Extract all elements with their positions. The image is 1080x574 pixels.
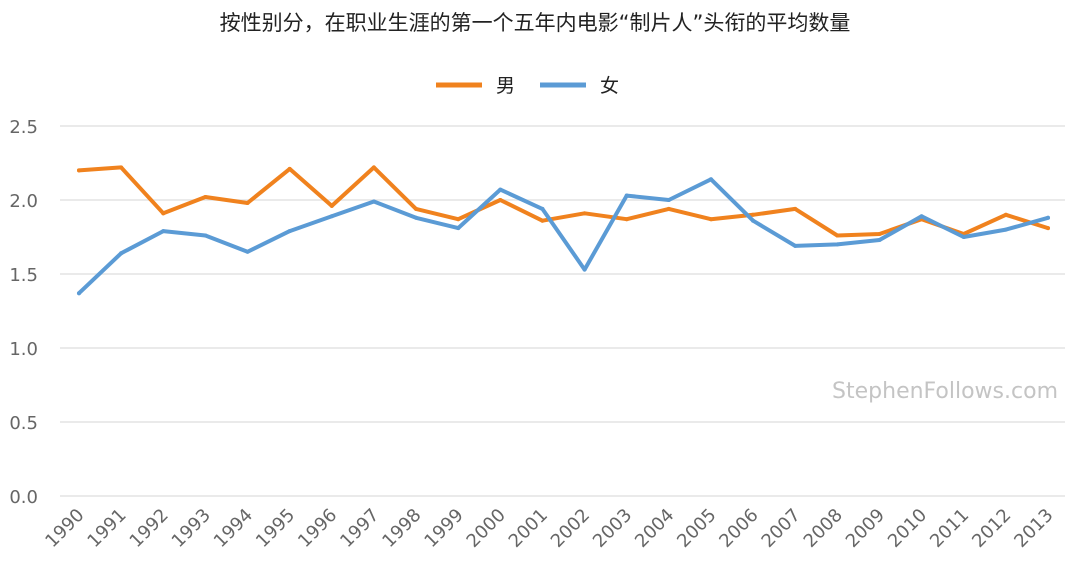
data-point-male (456, 217, 461, 222)
data-point-female (329, 214, 334, 219)
x-tick-label: 1997 (336, 505, 383, 552)
data-point-male (835, 233, 840, 238)
data-point-female (456, 226, 461, 231)
x-tick-label: 1995 (252, 505, 299, 552)
data-point-male (666, 206, 671, 211)
data-point-female (414, 215, 419, 220)
data-point-female (540, 206, 545, 211)
data-point-female (77, 291, 81, 296)
grid (60, 125, 1065, 497)
data-point-female (371, 199, 376, 204)
data-point-male (161, 211, 166, 216)
legend-label-female: 女 (600, 75, 619, 97)
x-tick-label: 2007 (758, 505, 805, 552)
data-point-female (793, 243, 798, 248)
x-tick-label: 2005 (673, 505, 720, 552)
y-tick-label: 2.0 (9, 191, 38, 212)
series-line-male (77, 165, 1050, 238)
x-tick-label: 2003 (589, 505, 636, 552)
chart-title: 按性别分，在职业生涯的第一个五年内电影“制片人”头衔的平均数量 (220, 11, 851, 35)
data-point-male (245, 200, 250, 205)
x-tick-label: 1999 (420, 505, 467, 552)
legend: 男女 (436, 75, 619, 97)
data-point-male (877, 232, 882, 237)
data-point-male (624, 217, 629, 222)
x-tick-label: 2011 (926, 505, 973, 552)
x-tick-label: 1993 (168, 505, 215, 552)
x-tick-label: 1992 (126, 505, 173, 552)
x-tick-label: 1998 (378, 505, 425, 552)
data-point-female (287, 229, 292, 234)
data-point-male (498, 198, 503, 202)
x-tick-label: 1994 (210, 505, 257, 552)
data-point-male (751, 212, 756, 217)
data-point-female (498, 187, 503, 192)
data-point-female (666, 198, 671, 202)
data-point-male (414, 206, 419, 211)
data-point-female (582, 267, 587, 272)
data-point-female (835, 242, 840, 247)
data-point-male (203, 195, 208, 200)
y-tick-label: 1.0 (9, 339, 38, 360)
data-point-female (708, 177, 713, 182)
y-tick-label: 0.0 (9, 487, 38, 508)
x-tick-label: 1996 (294, 505, 341, 552)
series-group (77, 165, 1050, 296)
series-line-female (77, 177, 1050, 296)
data-point-male (287, 166, 292, 171)
data-point-male (540, 218, 545, 223)
data-point-male (793, 206, 798, 211)
y-tick-label: 1.5 (9, 265, 38, 286)
data-point-female (119, 251, 124, 256)
data-point-male (1003, 212, 1008, 217)
y-tick-label: 0.5 (9, 413, 38, 434)
y-tick-label: 2.5 (9, 117, 38, 138)
x-tick-label: 2006 (715, 505, 762, 552)
data-point-male (708, 217, 713, 222)
y-axis: 0.0 0.5 1.0 1.5 2.0 2.5 (9, 117, 38, 508)
x-axis: 1990199119921993199419951996199719981999… (41, 505, 1057, 552)
data-point-female (161, 229, 166, 234)
data-point-female (203, 233, 208, 238)
data-point-male (371, 165, 376, 170)
data-point-female (1003, 227, 1008, 232)
x-tick-label: 2012 (968, 505, 1015, 552)
x-tick-label: 2009 (842, 505, 889, 552)
data-point-male (329, 203, 334, 208)
data-point-male (1046, 226, 1050, 231)
x-tick-label: 2000 (463, 505, 510, 552)
x-tick-label: 2008 (800, 505, 847, 552)
x-tick-label: 1991 (83, 505, 130, 552)
data-point-female (919, 214, 924, 219)
data-point-female (245, 249, 250, 254)
data-point-female (961, 235, 966, 239)
data-point-female (1046, 215, 1050, 220)
x-tick-label: 1990 (41, 505, 88, 552)
watermark: StephenFollows.com (832, 379, 1058, 404)
x-tick-label: 2013 (1010, 505, 1057, 552)
x-tick-label: 2010 (884, 505, 931, 552)
data-point-male (77, 168, 81, 173)
data-point-male (582, 211, 587, 216)
data-point-female (751, 218, 756, 223)
data-point-male (119, 165, 124, 170)
legend-label-male: 男 (496, 75, 515, 97)
x-tick-label: 2004 (631, 505, 678, 552)
data-point-female (877, 237, 882, 242)
x-tick-label: 2001 (505, 505, 552, 552)
x-tick-label: 2002 (547, 505, 594, 552)
data-point-female (624, 193, 629, 198)
